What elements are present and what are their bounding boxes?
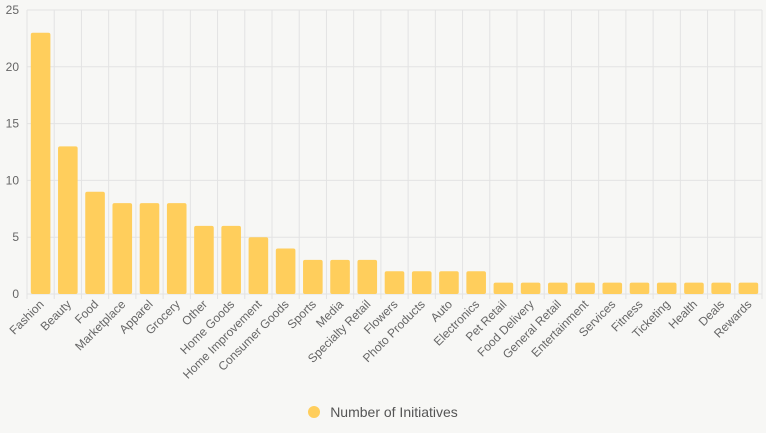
y-axis-ticks: 0 5 10 15 20 25 <box>6 3 20 301</box>
x-axis-ticks: FashionBeautyFoodMarketplaceApparelGroce… <box>7 297 755 382</box>
bar[interactable] <box>357 259 378 294</box>
legend-label: Number of Initiatives <box>330 404 458 420</box>
bar[interactable] <box>602 282 623 294</box>
bar[interactable] <box>520 282 541 294</box>
bar[interactable] <box>439 271 459 294</box>
y-tick-label: 25 <box>6 3 20 17</box>
bar[interactable] <box>275 248 296 294</box>
bar[interactable] <box>221 225 241 294</box>
bar[interactable] <box>166 203 187 294</box>
bar[interactable] <box>548 282 568 294</box>
bar[interactable] <box>384 271 405 294</box>
y-tick-label: 15 <box>6 117 20 131</box>
bar[interactable] <box>303 259 323 294</box>
bar[interactable] <box>738 282 759 294</box>
y-tick-label: 10 <box>6 173 20 187</box>
bar[interactable] <box>466 271 486 294</box>
bar[interactable] <box>58 146 78 294</box>
bar[interactable] <box>330 259 350 294</box>
x-tick-label: Fashion <box>7 297 47 337</box>
x-tick-label: Beauty <box>38 297 74 333</box>
bar[interactable] <box>112 203 133 294</box>
bar[interactable] <box>493 282 514 294</box>
x-tick-label: Health <box>666 297 700 331</box>
bar[interactable] <box>711 282 731 294</box>
bar[interactable] <box>629 282 650 294</box>
bars <box>30 32 759 294</box>
legend-swatch <box>308 406 321 418</box>
bar[interactable] <box>411 271 432 294</box>
bar[interactable] <box>248 237 269 294</box>
x-tick-label: Sports <box>285 297 319 331</box>
bar[interactable] <box>656 282 677 294</box>
bar[interactable] <box>575 282 595 294</box>
bar[interactable] <box>85 191 105 294</box>
y-tick-label: 5 <box>12 230 19 244</box>
grid-lines <box>26 9 763 299</box>
bar[interactable] <box>30 32 51 294</box>
y-tick-label: 0 <box>12 287 19 301</box>
legend[interactable]: Number of Initiatives <box>0 404 766 420</box>
bar[interactable] <box>194 225 214 294</box>
y-tick-label: 20 <box>6 60 20 74</box>
bar[interactable] <box>684 282 704 294</box>
bar[interactable] <box>139 203 160 294</box>
